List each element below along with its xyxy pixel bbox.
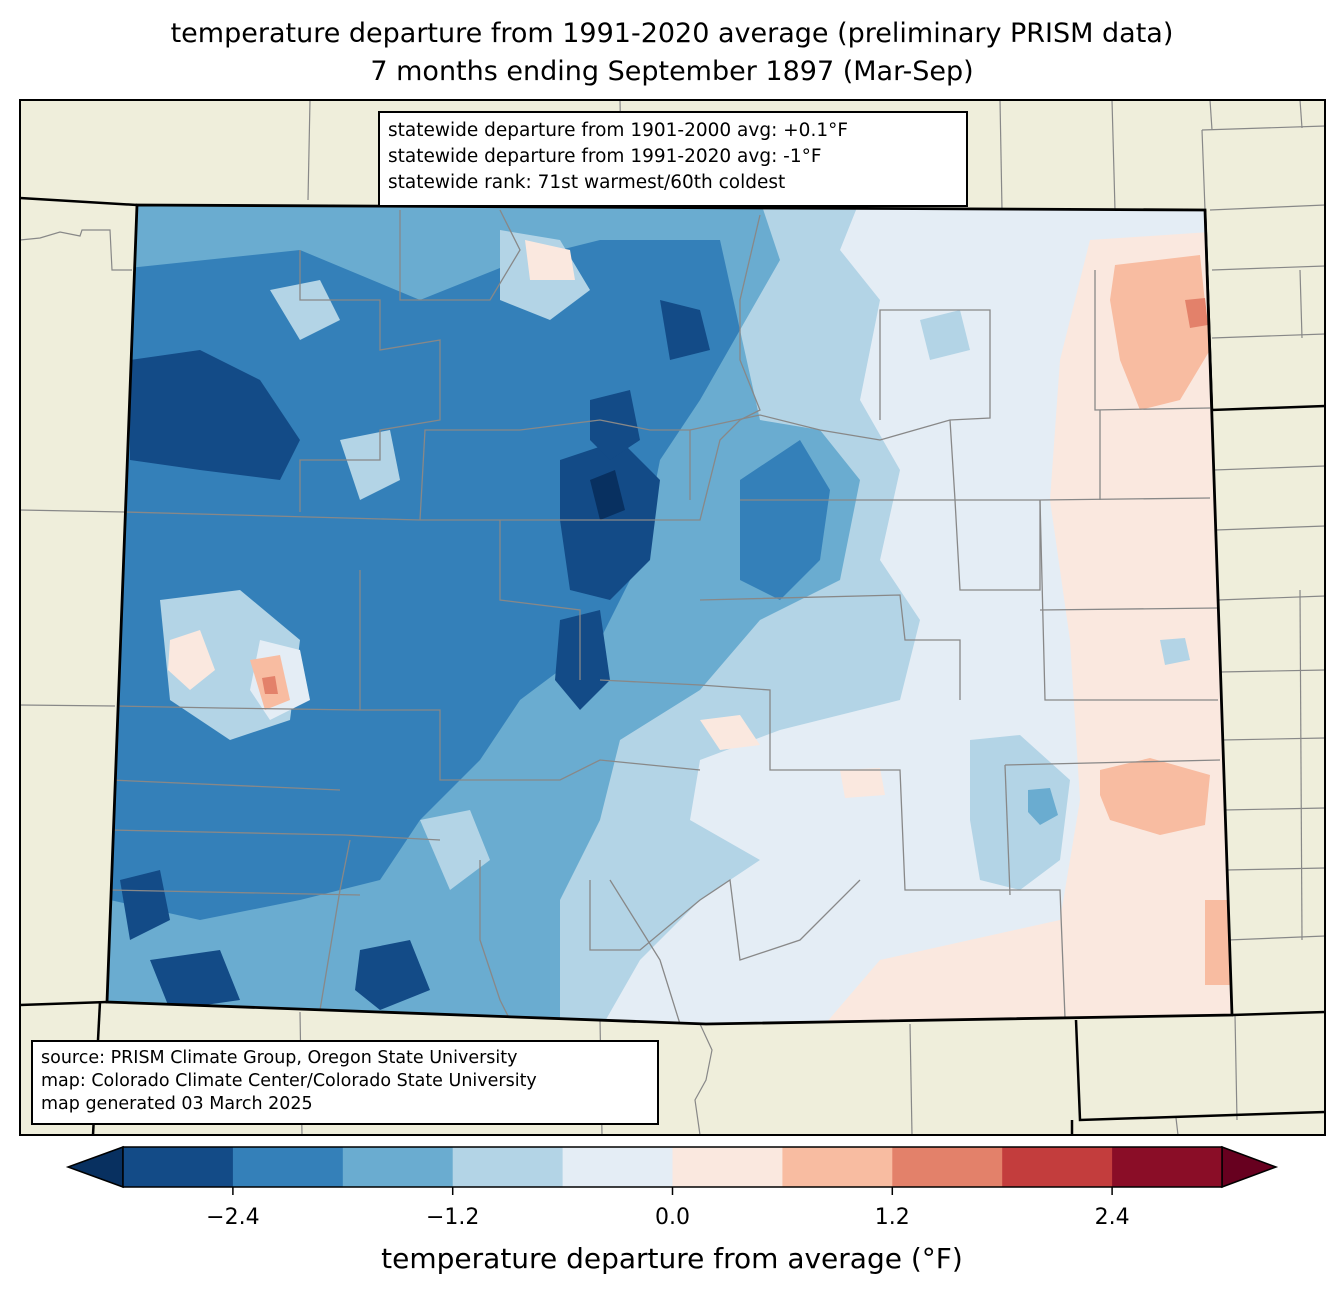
field-dark-blue-sw3 bbox=[120, 870, 170, 940]
colorado-state-boundary bbox=[105, 203, 1234, 1026]
colorado-county-lines bbox=[107, 209, 1221, 1024]
field-warm-patch-c2 bbox=[840, 768, 885, 798]
field-warm-ne bbox=[1110, 255, 1210, 410]
colorbar-label: temperature departure from average (°F) bbox=[381, 1242, 963, 1275]
field-dark-blue-2 bbox=[590, 390, 640, 460]
field-warm-patch-1 bbox=[168, 630, 215, 690]
colorbar-segment bbox=[452, 1147, 564, 1187]
map-frame bbox=[19, 99, 1326, 1136]
neighbor-county-lines bbox=[20, 100, 1325, 1135]
field-dark-blue-ne bbox=[660, 300, 710, 360]
colorbar-tick-label: 0.0 bbox=[655, 1205, 690, 1230]
temperature-field bbox=[107, 205, 1232, 1024]
field-warm-se-edge bbox=[1205, 900, 1232, 985]
colorbar-tick-label: −1.2 bbox=[425, 1205, 480, 1230]
credits-box: source: PRISM Climate Group, Oregon Stat… bbox=[31, 1040, 659, 1125]
stats-line-rank: statewide rank: 71st warmest/60th coldes… bbox=[388, 172, 786, 193]
statewide-stats-box: statewide departure from 1901-2000 avg: … bbox=[378, 111, 968, 207]
colorbar-segment bbox=[123, 1147, 234, 1187]
field-darkest-central bbox=[590, 470, 625, 520]
field-dark-blue-sw1 bbox=[150, 950, 240, 1010]
field-warm-se bbox=[1100, 758, 1210, 835]
colorbar-tick-label: 2.4 bbox=[1094, 1205, 1130, 1230]
credits-generated: map generated 03 March 2025 bbox=[41, 1094, 313, 1114]
colorbar-tick-label: 1.2 bbox=[874, 1205, 910, 1230]
field-dark-blue-nw bbox=[130, 350, 300, 480]
field-light-patch-2 bbox=[340, 430, 400, 500]
field-dark-blue-sw2 bbox=[355, 940, 430, 1010]
field-light-patch-sw bbox=[420, 810, 490, 890]
field-warm-east bbox=[820, 230, 1232, 1024]
field-light-patch-ne bbox=[920, 310, 970, 360]
colorbar-tick-label: −2.4 bbox=[206, 1205, 260, 1230]
credits-map: map: Colorado Climate Center/Colorado St… bbox=[41, 1071, 537, 1091]
colorbar-segment bbox=[1002, 1147, 1113, 1187]
stats-line-1901-2000: statewide departure from 1901-2000 avg: … bbox=[388, 120, 848, 141]
colorbar-segment bbox=[672, 1147, 783, 1187]
field-warm-patch-3 bbox=[262, 676, 278, 694]
colorbar-segment bbox=[782, 1147, 893, 1187]
credits-source: source: PRISM Climate Group, Oregon Stat… bbox=[41, 1048, 518, 1068]
field-warm-patch-north bbox=[525, 240, 575, 280]
field-light-patch-nw bbox=[270, 280, 340, 340]
map-subtitle: 7 months ending September 1897 (Mar-Sep) bbox=[370, 56, 974, 87]
colorbar-segment bbox=[562, 1147, 673, 1187]
field-blue-central bbox=[740, 440, 830, 600]
colorbar bbox=[65, 1145, 1279, 1195]
field-dark-blue-south bbox=[555, 610, 610, 710]
field-medium-patch-se bbox=[1028, 788, 1058, 825]
field-light-patch-se bbox=[970, 735, 1070, 890]
field-warm-patch-c bbox=[700, 715, 760, 750]
colorbar-segment bbox=[1112, 1147, 1223, 1187]
colorbar-segment bbox=[342, 1147, 454, 1187]
colorbar-segment bbox=[892, 1147, 1003, 1187]
stats-line-1991-2020: statewide departure from 1991-2020 avg: … bbox=[388, 146, 822, 167]
colorbar-under-arrow bbox=[65, 1145, 124, 1189]
colorbar-segment bbox=[232, 1147, 344, 1187]
colorbar-over-arrow bbox=[1221, 1145, 1279, 1189]
field-warm-ne-core bbox=[1185, 298, 1208, 328]
map-title: temperature departure from 1991-2020 ave… bbox=[170, 18, 1174, 49]
field-light-patch-e bbox=[1160, 638, 1190, 665]
